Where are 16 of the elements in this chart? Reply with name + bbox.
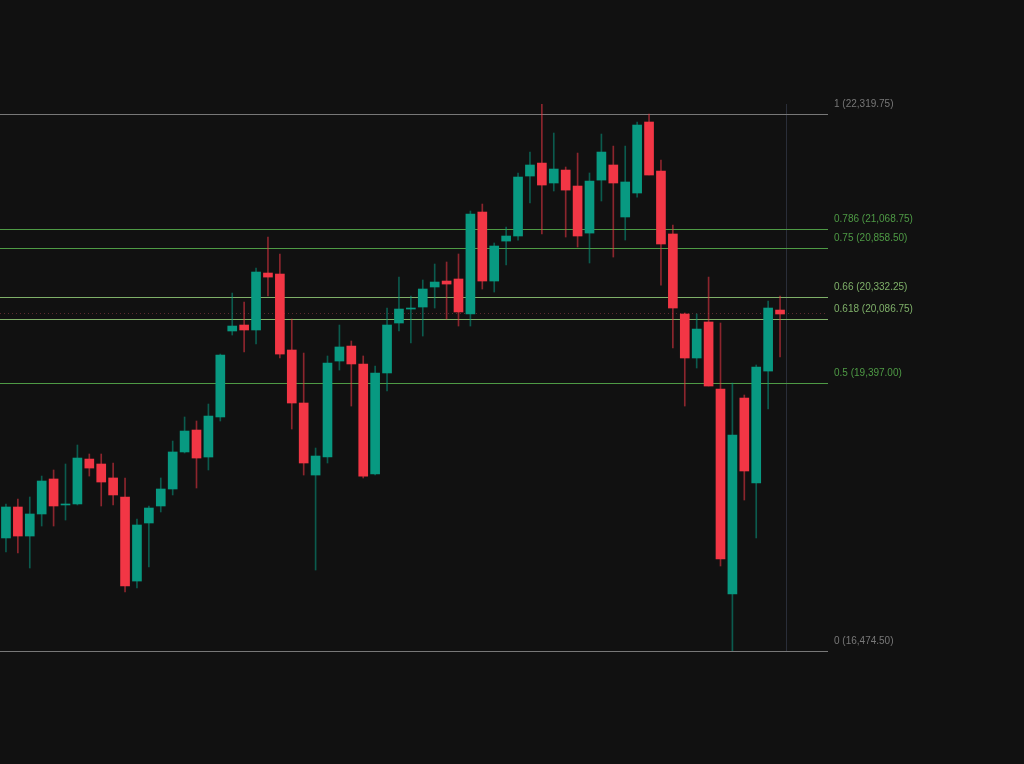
candlestick <box>501 226 511 266</box>
ref-line-label: 0.75 (20,858.50) <box>834 232 908 244</box>
ref-line-label: 0.66 (20,332.25) <box>834 281 908 293</box>
ref-line-label: 0.786 (21,068.75) <box>834 213 913 225</box>
ref-line-label: 1 (22,319.75) <box>834 98 894 110</box>
candlestick <box>227 292 238 336</box>
ref-line-label: 0.5 (19,397.00) <box>834 367 902 379</box>
candlestick <box>239 301 249 353</box>
candlestick <box>525 151 535 204</box>
candlestick <box>537 104 547 235</box>
candlestick <box>144 505 154 568</box>
candlestick <box>608 145 619 258</box>
candlestick <box>548 132 559 192</box>
ref-line-label: 0 (16,474.50) <box>834 635 894 647</box>
candlestick <box>429 263 440 309</box>
ref-line-label: 0.618 (20,086.75) <box>834 303 913 315</box>
